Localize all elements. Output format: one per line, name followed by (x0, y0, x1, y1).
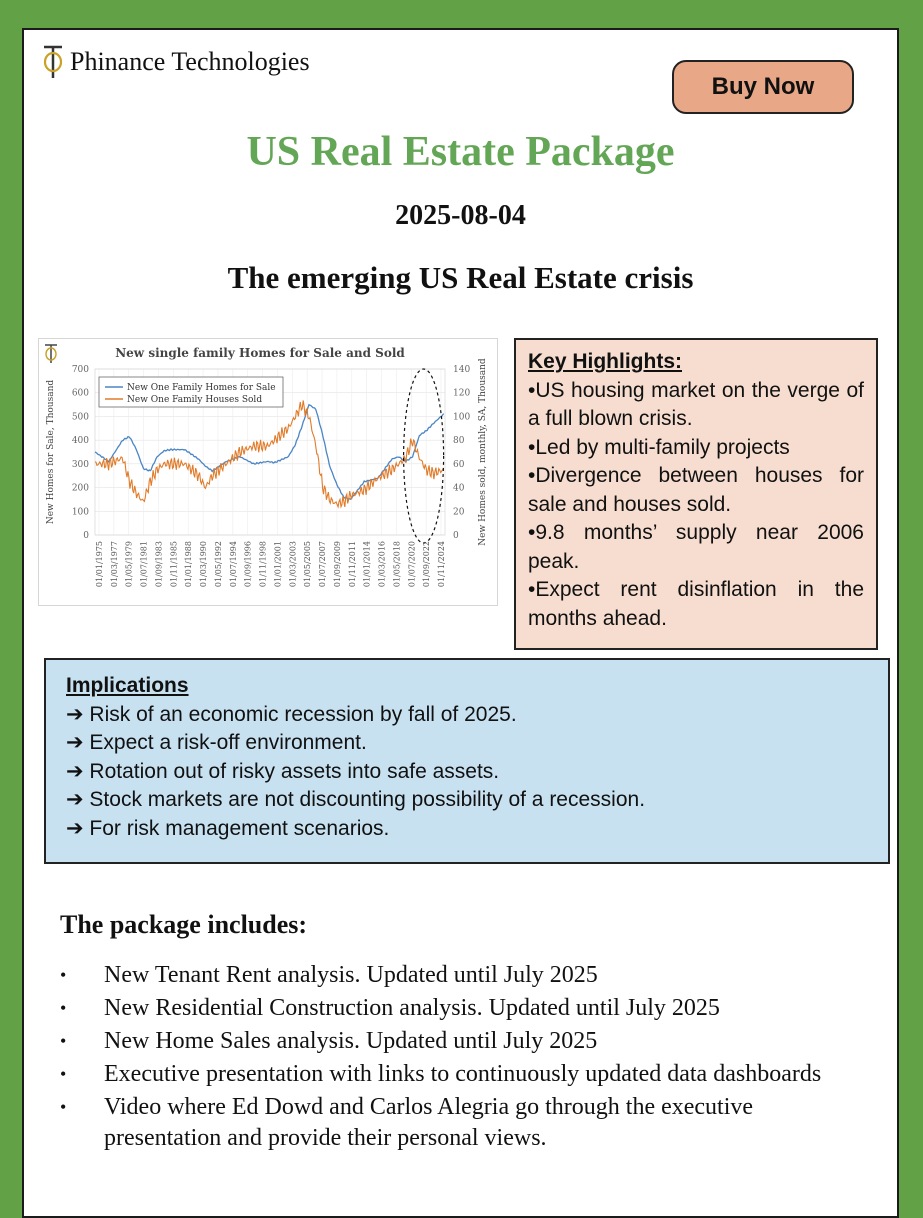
x-tick-label: 01/09/1983 (154, 541, 163, 587)
x-tick-label: 01/03/1977 (110, 541, 119, 587)
package-list: • New Tenant Rent analysis. Updated until… (60, 960, 860, 1156)
series-line-sold (94, 400, 445, 509)
package-item: • New Home Sales analysis. Updated until … (60, 1026, 860, 1057)
package-item-text: New Tenant Rent analysis. Updated until … (104, 962, 598, 988)
y2-tick-label: 60 (453, 460, 465, 470)
x-tick-label: 01/03/2016 (378, 541, 387, 587)
flyer-page: Phinance Technologies Buy Now US Real Es… (22, 28, 899, 1218)
highlight-item: •US housing market on the verge of a ful… (528, 378, 864, 431)
x-tick-label: 01/01/2014 (363, 541, 372, 587)
package-item-text: New Home Sales analysis. Updated until J… (104, 1028, 598, 1054)
highlight-item: •9.8 months’ supply near 2006 peak. (528, 521, 864, 573)
x-tick-label: 01/09/2022 (422, 541, 431, 587)
x-tick-label: 01/07/1981 (140, 541, 149, 587)
company-logo-icon (43, 45, 63, 78)
bullet-icon: • (60, 1097, 67, 1117)
y-tick-label: 400 (72, 436, 89, 446)
x-tick-label: 01/01/1988 (184, 541, 193, 587)
y2-tick-label: 140 (453, 365, 470, 375)
y2-tick-label: 80 (453, 436, 465, 446)
chart-legend: New One Family Homes for Sale New One Fam… (98, 376, 284, 408)
implication-item: ➔ Rotation out of risky assets into safe… (66, 759, 500, 783)
housing-chart: 0 100 200 300 400 500 600 700 0 20 40 60 80 100 120 140… (38, 338, 498, 606)
x-tick-label: 01/07/2007 (318, 541, 327, 587)
y-tick-label: 0 (83, 531, 89, 541)
package-item-text: Video where Ed Dowd and Carlos Alegria g… (104, 1094, 754, 1151)
highlight-item: •Divergence between houses for sale and … (528, 464, 864, 516)
x-tick-label: 01/03/1990 (199, 541, 208, 587)
headline: The emerging US Real Estate crisis (227, 260, 694, 295)
x-tick-label: 01/01/2001 (273, 541, 282, 587)
brand-header: Phinance Technologies (42, 44, 310, 80)
y2-tick-label: 120 (453, 389, 470, 399)
x-tick-label: 01/11/2024 (437, 541, 446, 587)
x-tick-label: 01/11/2011 (348, 541, 357, 587)
x-tick-label: 01/07/1994 (229, 541, 238, 587)
legend-label: New One Family Homes for Sale (127, 383, 276, 393)
x-tick-label: 01/01/1975 (95, 541, 104, 587)
key-highlights-panel: Key Highlights: •US housing market on th… (514, 338, 878, 650)
y2-tick-label: 100 (453, 412, 470, 422)
x-tick-label: 01/05/2005 (303, 541, 312, 587)
x-tick-label: 01/09/2009 (333, 541, 342, 587)
y-tick-label: 300 (72, 460, 89, 470)
buy-now-button[interactable]: Buy Now (672, 60, 854, 114)
x-tick-label: 01/11/1985 (169, 541, 178, 587)
y2-tick-label: 0 (453, 531, 459, 541)
x-tick-label: 01/05/1979 (125, 541, 134, 587)
implications-title: Implications (66, 674, 189, 697)
package-title: The package includes: (60, 910, 308, 939)
implication-item: ➔ Stock markets are not discounting poss… (66, 788, 646, 811)
package-item-text: New Residential Construction analysis. U… (104, 995, 720, 1021)
bullet-icon: • (60, 965, 67, 985)
y-axis-label: New Homes for Sale, Thousand (46, 380, 56, 525)
package-item-text: Executive presentation with links to con… (104, 1061, 822, 1087)
implication-item: ➔ For risk management scenarios. (66, 816, 390, 840)
implication-item: ➔ Risk of an economic recession by fall … (66, 702, 517, 726)
x-tick-label: 01/07/2020 (407, 541, 416, 587)
bullet-icon: • (60, 1031, 67, 1051)
x-tick-label: 01/05/2018 (392, 541, 401, 587)
chart-svg: 0 100 200 300 400 500 600 700 0 20 40 60 80 100 120 140… (45, 344, 488, 587)
bullet-icon: • (60, 998, 67, 1018)
y-tick-label: 200 (72, 484, 89, 494)
x-tick-label: 01/05/1992 (214, 541, 223, 587)
company-name: Phinance Technologies (70, 47, 310, 76)
package-item: • New Tenant Rent analysis. Updated until… (60, 960, 860, 991)
report-date: 2025-08-04 (395, 200, 526, 231)
highlight-item: •Expect rent disinflation in the months … (528, 578, 864, 630)
y-tick-label: 600 (72, 389, 89, 399)
y2-axis-label: New Homes sold, monthly, SA, Thousand (478, 358, 488, 546)
bullet-icon: • (60, 1064, 67, 1084)
x-tick-label: 01/09/1996 (244, 541, 253, 587)
divergence-annotation (402, 368, 445, 544)
y-tick-label: 500 (72, 412, 89, 422)
chart-logo-icon (45, 344, 57, 363)
implication-item: ➔ Expect a risk-off environment. (66, 731, 367, 754)
package-item: • Executive presentation with links to co… (60, 1059, 860, 1090)
highlight-item: •Led by multi-family projects (528, 435, 790, 459)
x-tick-label: 01/03/2003 (288, 541, 297, 587)
x-tick-label: 01/11/1998 (259, 541, 268, 587)
legend-label: New One Family Houses Sold (127, 395, 262, 405)
implications-panel: Implications ➔ Risk of an economic reces… (44, 658, 890, 864)
key-highlights-title: Key Highlights: (528, 350, 683, 373)
series-line-for-sale (94, 403, 445, 500)
y2-tick-label: 20 (453, 507, 465, 517)
y-tick-label: 700 (72, 365, 89, 375)
page-title: US Real Estate Package (246, 129, 675, 175)
y2-tick-label: 40 (453, 484, 465, 494)
chart-title: New single family Homes for Sale and Sol… (115, 346, 405, 360)
package-item: • New Residential Construction analysis. … (60, 993, 860, 1024)
y-tick-label: 100 (72, 507, 89, 517)
package-item: • Video where Ed Dowd and Carlos Alegria … (60, 1092, 860, 1154)
